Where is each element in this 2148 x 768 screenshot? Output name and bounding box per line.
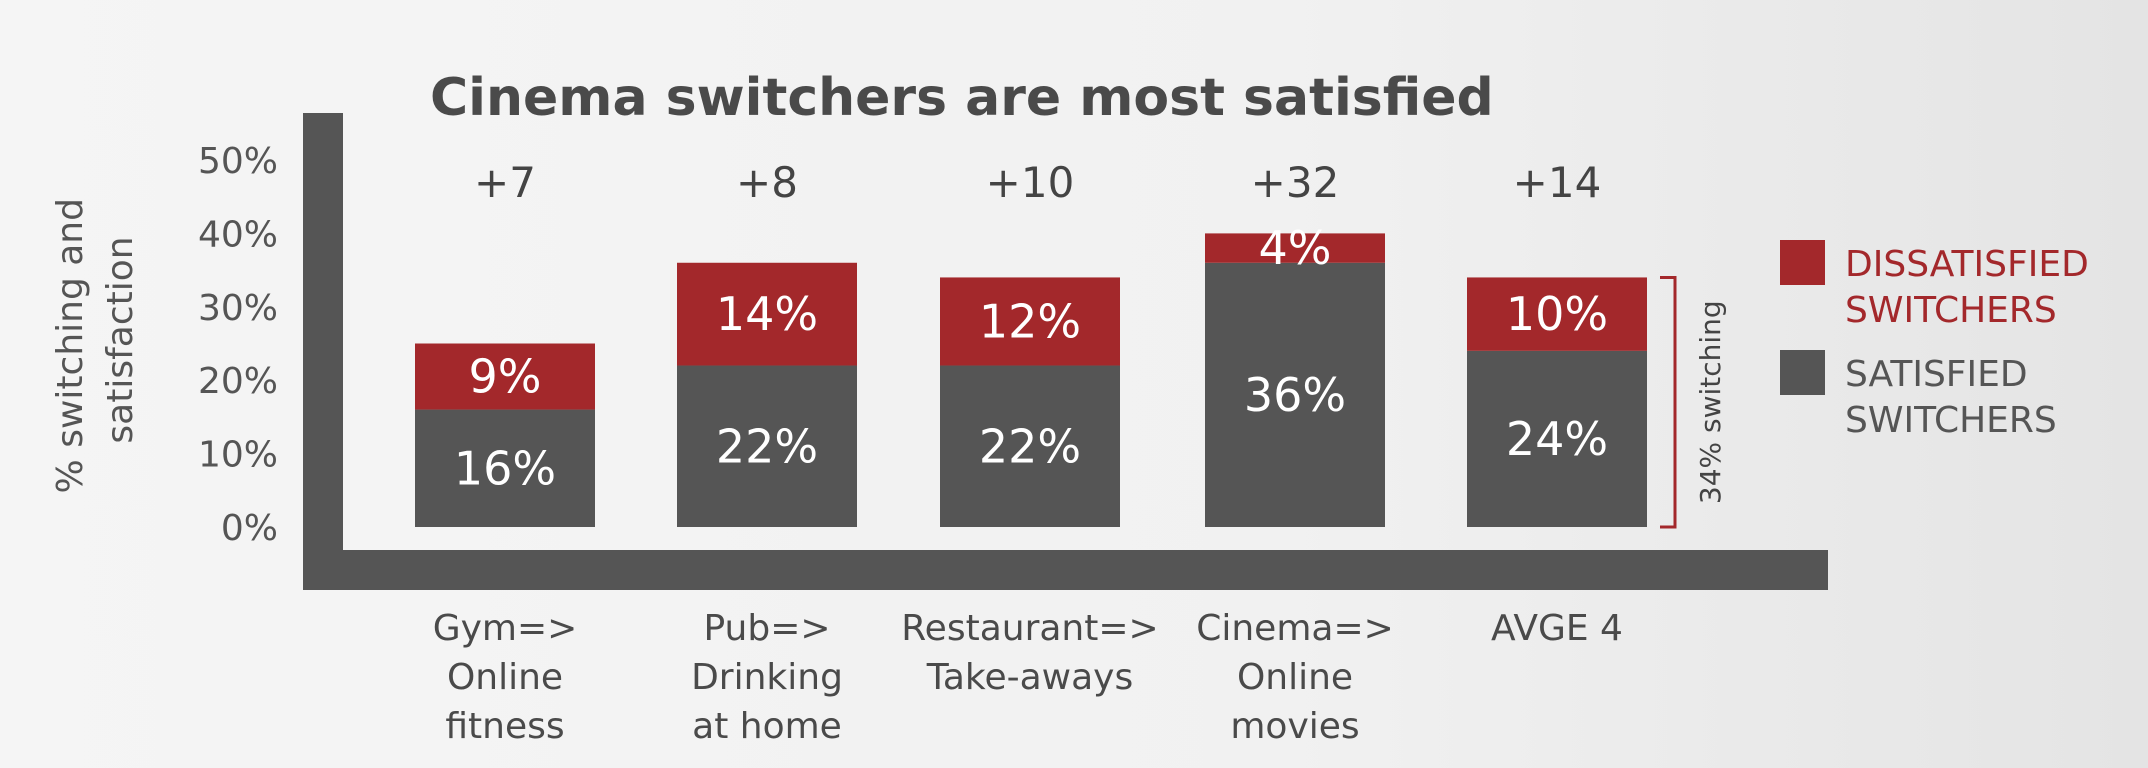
legend-swatch (1780, 350, 1825, 395)
y-axis-bar (303, 113, 343, 590)
y-tick-label: 40% (198, 214, 278, 255)
bar-label-satisfied: 22% (979, 419, 1081, 473)
x-tick-label-line: AVGE 4 (1491, 608, 1623, 649)
x-tick-label: Gym=> Online fitness (433, 608, 578, 747)
difference-label: +7 (474, 158, 536, 207)
bar-satisfied (1467, 350, 1647, 527)
x-tick-label-line: Online (1237, 657, 1353, 698)
difference-label: +32 (1251, 158, 1340, 207)
x-tick-label-line: Pub=> (703, 608, 830, 649)
bracket-line (1660, 275, 1677, 529)
bar-dissatisfied (677, 262, 857, 366)
y-tick-label: 10% (198, 435, 278, 476)
x-tick-label-line: at home (692, 706, 842, 747)
bar-satisfied (677, 365, 857, 527)
x-axis-bar (303, 550, 1828, 590)
bar-dissatisfied (1467, 277, 1647, 351)
bar-satisfied (415, 409, 595, 527)
x-tick-label-line: Take-aways (926, 657, 1133, 698)
x-tick-label: Pub=> Drinking at home (691, 608, 843, 747)
legend-label: DISSATISFIED SWITCHERS (1845, 244, 2089, 331)
bar-satisfied (1205, 262, 1385, 527)
chart-title: Cinema switchers are most satisfied (430, 68, 1494, 128)
bars: 16% 9% 22% 14% 22% 12% 36% 4% 24% 10% (415, 221, 1647, 527)
y-tick-label: 20% (198, 361, 278, 402)
x-tick-label-line: Gym=> (433, 608, 578, 649)
bracket-annotation: 34% switching (1694, 300, 1727, 504)
x-tick-label: Cinema=> Online movies (1196, 608, 1394, 747)
legend-label-line: SATISFIED (1845, 354, 2028, 395)
bar-label-satisfied: 36% (1244, 368, 1346, 422)
x-ticks: Gym=> Online fitness Pub=> Drinking at home Re… (433, 608, 1623, 747)
x-tick-label-line: movies (1230, 706, 1359, 747)
bar-label-satisfied: 22% (716, 419, 818, 473)
bar-label-dissatisfied: 4% (1259, 221, 1332, 275)
difference-labels: +7 +8 +10 +32 +14 (474, 158, 1601, 207)
legend-label-line: DISSATISFIED (1845, 244, 2089, 285)
difference-label: +14 (1513, 158, 1602, 207)
bar-dissatisfied (415, 343, 595, 410)
y-axis-label-line2: satisfaction (100, 236, 141, 443)
legend-label: SATISFIED SWITCHERS (1845, 354, 2057, 441)
x-tick-label-line: Online (447, 657, 563, 698)
x-tick-label-line: Cinema=> (1196, 608, 1394, 649)
bar-satisfied (940, 365, 1120, 527)
difference-label: +8 (736, 158, 798, 207)
bar-label-dissatisfied: 9% (469, 350, 542, 404)
legend: DISSATISFIED SWITCHERS SATISFIED SWITCHERS (1780, 240, 2089, 441)
difference-label: +10 (986, 158, 1075, 207)
x-tick-label-line: Drinking (691, 657, 843, 698)
bar-label-satisfied: 16% (454, 441, 556, 495)
x-tick-label: Restaurant=> Take-aways (901, 608, 1158, 698)
x-tick-label: AVGE 4 (1491, 608, 1623, 649)
y-ticks: 50% 40% 30% 20% 10% 0% (198, 141, 278, 549)
y-axis-label-line1: % switching and (50, 198, 91, 493)
legend-label-line: SWITCHERS (1845, 290, 2057, 331)
bar-dissatisfied (940, 277, 1120, 366)
switching-bracket: 34% switching (1660, 275, 1727, 529)
legend-label-line: SWITCHERS (1845, 400, 2057, 441)
bar-label-dissatisfied: 14% (716, 287, 818, 341)
y-tick-label: 50% (198, 141, 278, 182)
bar-label-satisfied: 24% (1506, 412, 1608, 466)
bar-label-dissatisfied: 10% (1506, 287, 1608, 341)
bar-dissatisfied (1205, 233, 1385, 263)
x-tick-label-line: fitness (445, 706, 564, 747)
x-tick-label-line: Restaurant=> (901, 608, 1158, 649)
bar-label-dissatisfied: 12% (979, 294, 1081, 348)
y-tick-label: 0% (221, 508, 278, 549)
y-tick-label: 30% (198, 288, 278, 329)
legend-swatch (1780, 240, 1825, 285)
y-axis-label: % switching and satisfaction (50, 187, 141, 494)
